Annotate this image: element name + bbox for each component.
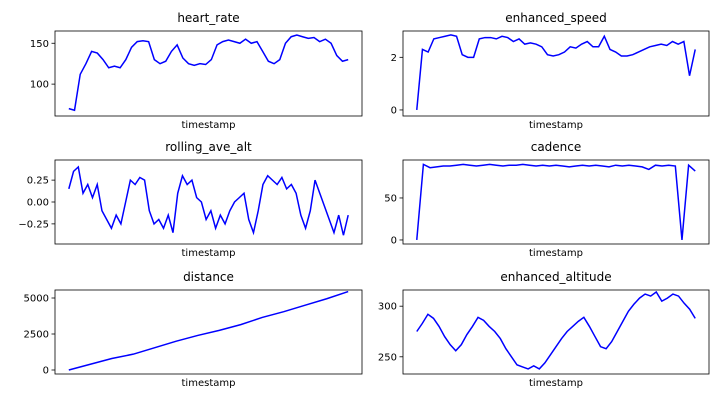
subplot-title: rolling_ave_alt [165, 140, 252, 154]
x-axis-label: timestamp [529, 378, 583, 389]
y-tick-label: 250 [378, 352, 397, 363]
y-tick-label: 0 [43, 365, 49, 376]
data-line [416, 34, 696, 111]
data-line [416, 290, 696, 370]
data-line [68, 165, 349, 236]
y-tick-label: 300 [378, 302, 397, 313]
data-line [68, 34, 349, 112]
subplot-title: cadence [531, 140, 582, 154]
y-tick-label: 2500 [24, 330, 49, 341]
subplot-title: enhanced_speed [505, 11, 606, 25]
axes-frame [54, 159, 363, 245]
x-axis-label: timestamp [182, 120, 236, 131]
data-line [416, 163, 696, 241]
y-tick-label: 0.25 [27, 176, 49, 187]
subplot-title: distance [183, 270, 234, 284]
y-tick-label: 2 [391, 53, 397, 64]
axes-frame [402, 159, 710, 245]
axes-frame [54, 30, 363, 117]
axes-frame [54, 289, 363, 375]
y-tick-label: 150 [30, 39, 49, 50]
data-line [68, 290, 349, 371]
x-axis-label: timestamp [529, 120, 583, 131]
axes-frame [402, 30, 710, 117]
x-axis-label: timestamp [182, 378, 236, 389]
x-axis-label: timestamp [182, 248, 236, 259]
y-tick-label: −0.25 [18, 219, 49, 230]
subplot-title: enhanced_altitude [500, 270, 611, 284]
y-tick-label: 50 [384, 193, 397, 204]
subplot-title: heart_rate [177, 11, 239, 25]
y-tick-label: 0.00 [27, 198, 49, 209]
y-tick-label: 0 [391, 235, 397, 246]
axes-frame [402, 289, 710, 375]
y-tick-label: 100 [30, 80, 49, 91]
y-tick-label: 5000 [24, 294, 49, 305]
x-axis-label: timestamp [529, 248, 583, 259]
y-tick-label: 0 [391, 105, 397, 116]
